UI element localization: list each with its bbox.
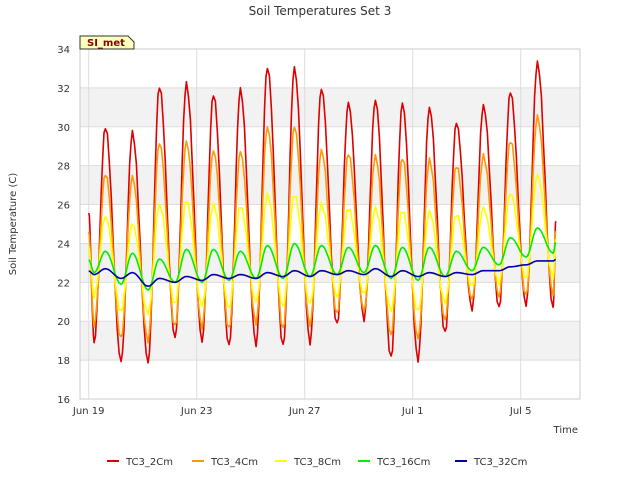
x-axis-ticks: Jun 19 Jun 23 Jun 27 Jul 1 Jul 5 [72, 406, 532, 417]
series-line-tc3_8cm [87, 173, 557, 316]
y-tick-label: 24 [57, 239, 70, 250]
y-tick-label: 22 [57, 278, 70, 289]
legend-label: TC3_32Cm [473, 457, 527, 468]
y-tick-label: 26 [57, 201, 70, 212]
legend-label: TC3_4Cm [210, 457, 258, 468]
legend-label: TC3_2Cm [125, 457, 173, 468]
series-line-tc3_16cm [88, 227, 557, 291]
site-badge-box [79, 35, 135, 50]
series-line-tc3_2cm [87, 60, 557, 364]
plot-border [79, 48, 581, 400]
site-badge-label: SI_met [87, 38, 125, 49]
x-axis-title: Time [553, 425, 578, 436]
y-axis-ticks: 16 18 20 22 24 26 28 30 32 34 [57, 45, 70, 406]
site-badge: SI_met [79, 35, 135, 50]
plot-band [80, 87, 580, 127]
legend-label: TC3_16Cm [376, 457, 430, 468]
y-tick-label: 28 [57, 162, 70, 173]
y-tick-label: 34 [57, 45, 70, 56]
y-tick-label: 30 [57, 123, 70, 134]
x-tick-label: Jun 23 [180, 406, 213, 417]
x-tick-label: Jul 5 [509, 406, 532, 417]
y-tick-label: 20 [57, 317, 70, 328]
x-tick-label: Jun 27 [288, 406, 321, 417]
legend: TC3_2Cm TC3_4Cm TC3_8Cm TC3_16Cm TC3_32Cm [107, 457, 527, 468]
series-layer [87, 60, 557, 364]
y-tick-label: 32 [57, 84, 70, 95]
y-tick-label: 18 [57, 356, 70, 367]
y-tick-label: 16 [57, 395, 70, 406]
plot-background [80, 49, 580, 399]
series-line-tc3_4cm [87, 114, 557, 344]
x-tick-label: Jul 1 [401, 406, 424, 417]
x-tick-label: Jun 19 [72, 406, 105, 417]
y-axis-title: Soil Temperature (C) [8, 173, 19, 276]
series-line-tc3_32cm [88, 258, 557, 288]
plot-band [80, 321, 580, 361]
chart-title: Soil Temperatures Set 3 [249, 4, 392, 18]
legend-label: TC3_8Cm [293, 457, 341, 468]
